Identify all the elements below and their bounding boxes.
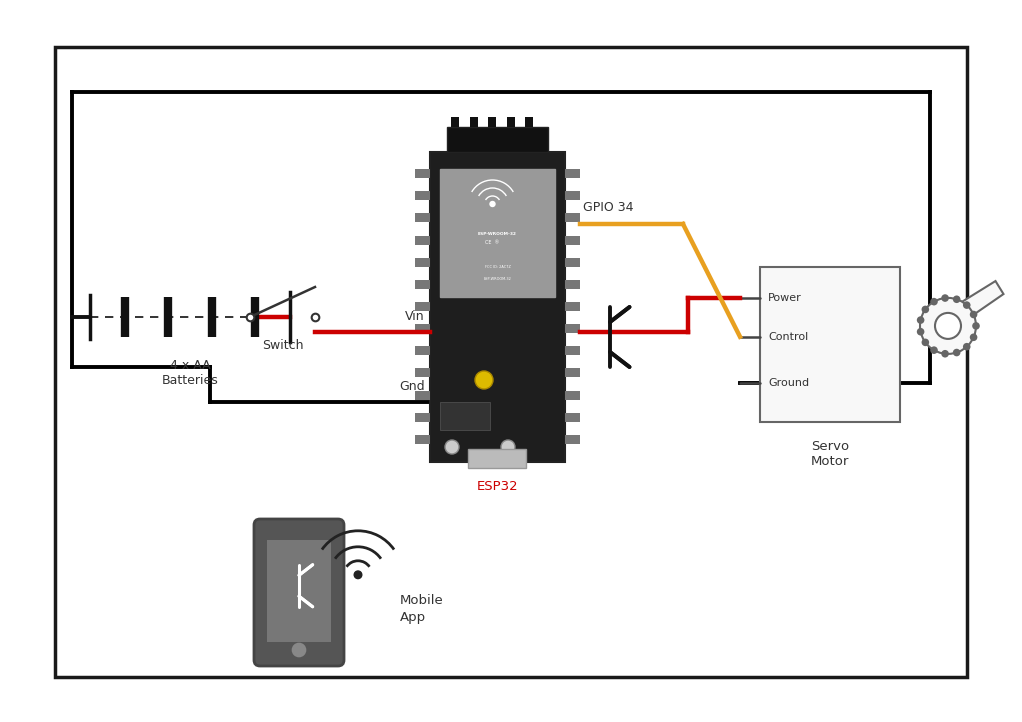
- Circle shape: [490, 201, 495, 206]
- FancyBboxPatch shape: [468, 449, 526, 468]
- Circle shape: [963, 301, 971, 309]
- FancyBboxPatch shape: [760, 267, 900, 422]
- Text: FCC ID: 2AC7Z: FCC ID: 2AC7Z: [484, 265, 510, 269]
- FancyBboxPatch shape: [565, 191, 580, 200]
- FancyBboxPatch shape: [415, 302, 430, 311]
- Text: Switch: Switch: [262, 339, 304, 352]
- FancyBboxPatch shape: [415, 191, 430, 200]
- FancyBboxPatch shape: [415, 258, 430, 266]
- FancyBboxPatch shape: [565, 391, 580, 399]
- FancyBboxPatch shape: [254, 519, 344, 666]
- Circle shape: [970, 310, 977, 318]
- Circle shape: [941, 350, 948, 357]
- FancyBboxPatch shape: [565, 324, 580, 333]
- Text: Servo
Motor: Servo Motor: [810, 440, 849, 468]
- Text: Ground: Ground: [768, 378, 809, 388]
- FancyBboxPatch shape: [565, 258, 580, 266]
- Circle shape: [355, 571, 362, 578]
- FancyBboxPatch shape: [565, 169, 580, 178]
- Circle shape: [953, 295, 961, 303]
- Circle shape: [501, 440, 515, 454]
- Circle shape: [972, 322, 980, 330]
- FancyBboxPatch shape: [267, 540, 331, 642]
- FancyBboxPatch shape: [565, 280, 580, 289]
- FancyBboxPatch shape: [470, 117, 477, 127]
- FancyBboxPatch shape: [415, 435, 430, 444]
- Circle shape: [475, 371, 493, 389]
- FancyBboxPatch shape: [565, 302, 580, 311]
- FancyBboxPatch shape: [415, 391, 430, 399]
- Text: Vin: Vin: [406, 310, 425, 323]
- FancyBboxPatch shape: [415, 169, 430, 178]
- Circle shape: [917, 328, 925, 336]
- Text: 4 x AA
Batteries: 4 x AA Batteries: [161, 359, 219, 387]
- FancyBboxPatch shape: [415, 413, 430, 422]
- FancyBboxPatch shape: [565, 413, 580, 422]
- FancyBboxPatch shape: [415, 214, 430, 222]
- FancyBboxPatch shape: [489, 117, 496, 127]
- FancyBboxPatch shape: [525, 117, 532, 127]
- Circle shape: [930, 347, 938, 354]
- Text: ESP32: ESP32: [476, 480, 518, 493]
- Text: ESP-WROOM-32: ESP-WROOM-32: [483, 277, 511, 281]
- FancyBboxPatch shape: [565, 435, 580, 444]
- Text: GPIO 34: GPIO 34: [583, 201, 634, 214]
- FancyBboxPatch shape: [565, 214, 580, 222]
- Circle shape: [292, 643, 306, 656]
- FancyBboxPatch shape: [415, 324, 430, 333]
- FancyBboxPatch shape: [565, 368, 580, 378]
- Circle shape: [941, 295, 948, 302]
- FancyBboxPatch shape: [565, 347, 580, 355]
- FancyBboxPatch shape: [415, 235, 430, 245]
- Text: Mobile
App: Mobile App: [400, 593, 444, 624]
- FancyBboxPatch shape: [447, 127, 548, 152]
- Text: Control: Control: [768, 331, 808, 342]
- FancyBboxPatch shape: [415, 368, 430, 378]
- FancyBboxPatch shape: [440, 169, 555, 297]
- FancyBboxPatch shape: [565, 235, 580, 245]
- FancyBboxPatch shape: [415, 280, 430, 289]
- Circle shape: [922, 339, 929, 346]
- FancyBboxPatch shape: [440, 402, 490, 430]
- Text: Power: Power: [768, 293, 801, 303]
- Circle shape: [963, 343, 971, 350]
- Circle shape: [920, 298, 976, 354]
- Text: CE  ®: CE ®: [485, 240, 500, 245]
- Circle shape: [935, 313, 961, 339]
- Circle shape: [922, 305, 929, 313]
- Circle shape: [930, 298, 938, 305]
- Circle shape: [970, 334, 977, 341]
- Text: ESP-WROOM-32: ESP-WROOM-32: [478, 232, 517, 236]
- FancyBboxPatch shape: [452, 117, 459, 127]
- Circle shape: [953, 349, 961, 357]
- FancyBboxPatch shape: [507, 117, 514, 127]
- Circle shape: [445, 440, 459, 454]
- FancyBboxPatch shape: [415, 347, 430, 355]
- Circle shape: [917, 316, 925, 324]
- Text: Gnd: Gnd: [400, 380, 425, 393]
- FancyBboxPatch shape: [430, 152, 565, 462]
- Polygon shape: [936, 281, 1004, 338]
